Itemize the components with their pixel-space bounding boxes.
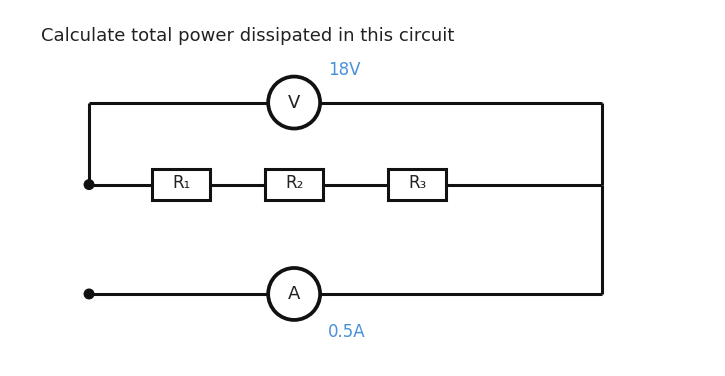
Text: A: A xyxy=(288,285,300,303)
Text: 18V: 18V xyxy=(328,61,361,79)
FancyBboxPatch shape xyxy=(388,169,447,200)
Circle shape xyxy=(268,77,320,129)
Circle shape xyxy=(84,180,94,190)
Text: Calculate total power dissipated in this circuit: Calculate total power dissipated in this… xyxy=(41,27,455,45)
FancyBboxPatch shape xyxy=(265,169,323,200)
Circle shape xyxy=(268,268,320,320)
Text: R₁: R₁ xyxy=(173,174,191,191)
Circle shape xyxy=(84,289,94,299)
FancyBboxPatch shape xyxy=(152,169,210,200)
Text: R₂: R₂ xyxy=(285,174,303,191)
Text: R₃: R₃ xyxy=(408,174,426,191)
Text: V: V xyxy=(288,94,300,112)
Text: 0.5A: 0.5A xyxy=(328,323,366,341)
